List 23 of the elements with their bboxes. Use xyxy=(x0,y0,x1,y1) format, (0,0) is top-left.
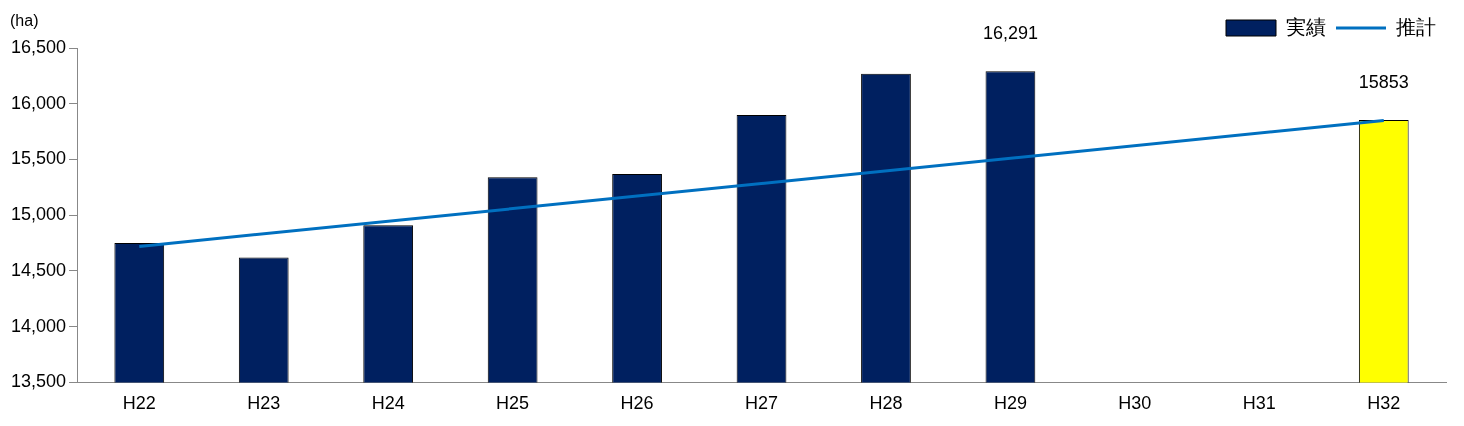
data-label: 15853 xyxy=(1358,72,1409,93)
x-tick-label: H23 xyxy=(247,393,281,414)
y-tick-label: 15,000 xyxy=(10,204,67,225)
y-tick-label: 16,500 xyxy=(10,36,67,57)
y-tick-label: 14,000 xyxy=(10,315,67,336)
legend-label: 推計 xyxy=(1396,15,1436,38)
x-tick-label: H28 xyxy=(869,393,903,414)
x-tick-label: H24 xyxy=(371,393,405,414)
y-tick-label: 14,500 xyxy=(10,259,67,280)
x-tick-label: H31 xyxy=(1242,393,1276,414)
x-tick-label: H29 xyxy=(993,393,1027,414)
x-tick-label: H27 xyxy=(745,393,779,414)
y-axis-title: (ha) xyxy=(10,12,39,30)
y-tick-label: 16,000 xyxy=(10,92,67,113)
legend-label: 実績 xyxy=(1286,15,1326,38)
x-tick-label: H25 xyxy=(496,393,530,414)
y-tick-label: 13,500 xyxy=(10,371,67,392)
x-tick-label: H26 xyxy=(620,393,654,414)
data-label: 16,291 xyxy=(982,23,1038,44)
x-tick-label: H32 xyxy=(1367,393,1401,414)
x-tick-label: H22 xyxy=(122,393,156,414)
y-tick-label: 15,500 xyxy=(10,148,67,169)
x-tick-label: H30 xyxy=(1118,393,1152,414)
